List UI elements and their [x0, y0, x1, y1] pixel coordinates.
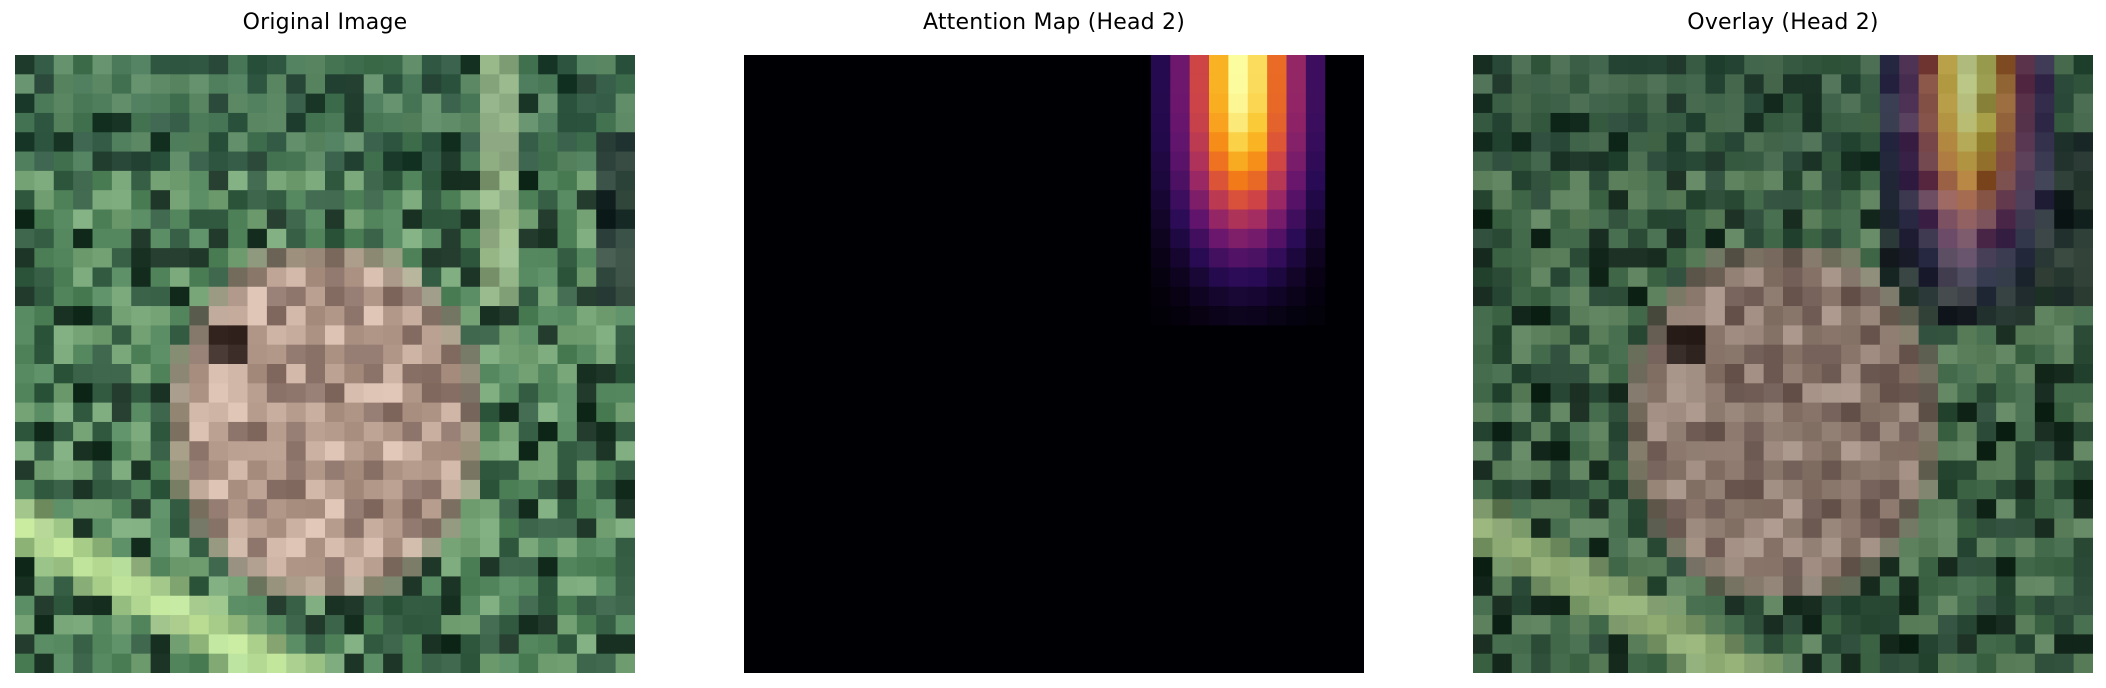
attention-map-frame: [744, 55, 1364, 673]
panel-attention: Attention Map (Head 2): [744, 0, 1364, 688]
overlay-frame: [1473, 55, 2093, 673]
panel-title-original: Original Image: [242, 10, 408, 35]
overlay-image: [1473, 55, 2093, 673]
panel-title-overlay: Overlay (Head 2): [1687, 10, 1879, 35]
panel-title-attention: Attention Map (Head 2): [922, 10, 1186, 35]
panel-original: Original Image: [15, 0, 635, 688]
original-image: [15, 55, 635, 673]
attention-map-image: [744, 55, 1364, 673]
panel-overlay: Overlay (Head 2): [1473, 0, 2093, 688]
original-image-frame: [15, 55, 635, 673]
